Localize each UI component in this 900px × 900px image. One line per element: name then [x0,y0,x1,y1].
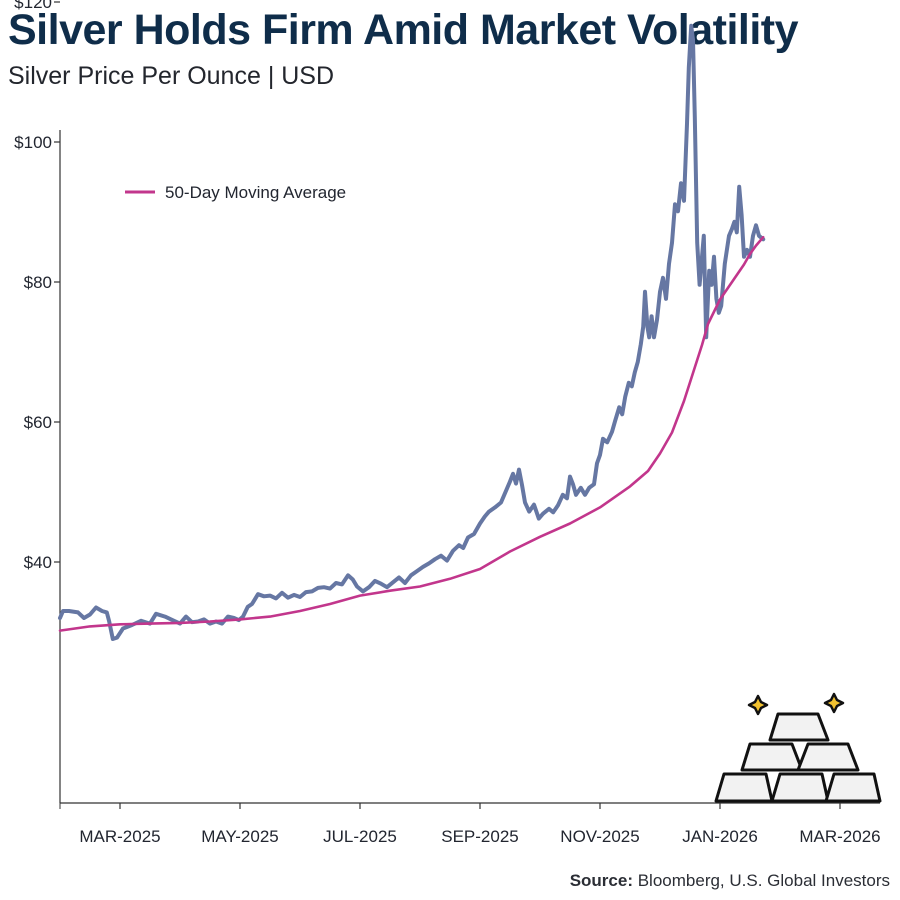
x-tick-label: MAR-2025 [79,827,160,846]
source-label: Source: [569,871,633,890]
y-axis: $40 $60 $80 $100 $120 [14,0,61,803]
source-note: Source: Bloomberg, U.S. Global Investors [570,871,890,891]
x-tick-label: JUL-2025 [323,827,397,846]
y-tick-label: $40 [24,553,52,572]
series-line-moving-average [58,235,765,632]
x-tick-label: MAR-2026 [799,827,880,846]
legend-label-moving-average: 50-Day Moving Average [165,183,346,202]
x-tick-label: NOV-2025 [560,827,639,846]
y-tick-label: $60 [24,413,52,432]
legend: 50-Day Moving Average [125,183,346,202]
x-tick-label: SEP-2025 [441,827,519,846]
source-text: Bloomberg, U.S. Global Investors [637,871,890,890]
chart-subtitle: Silver Price Per Ounce | USD [8,62,335,90]
y-tick-label: $80 [24,273,52,292]
x-axis: MAR-2025 MAY-2025 JUL-2025 SEP-2025 NOV-2025… [59,802,881,846]
chart-title: Silver Holds Firm Amid Market Volatility [8,6,799,54]
y-tick-label: $120 [14,0,52,12]
x-tick-label: JAN-2026 [682,827,758,846]
series-layer [58,23,766,641]
series-line-silver-price [58,23,766,641]
y-tick-label: $100 [14,133,52,152]
silver-bars-icon [714,692,882,803]
x-tick-label: MAY-2025 [201,827,279,846]
